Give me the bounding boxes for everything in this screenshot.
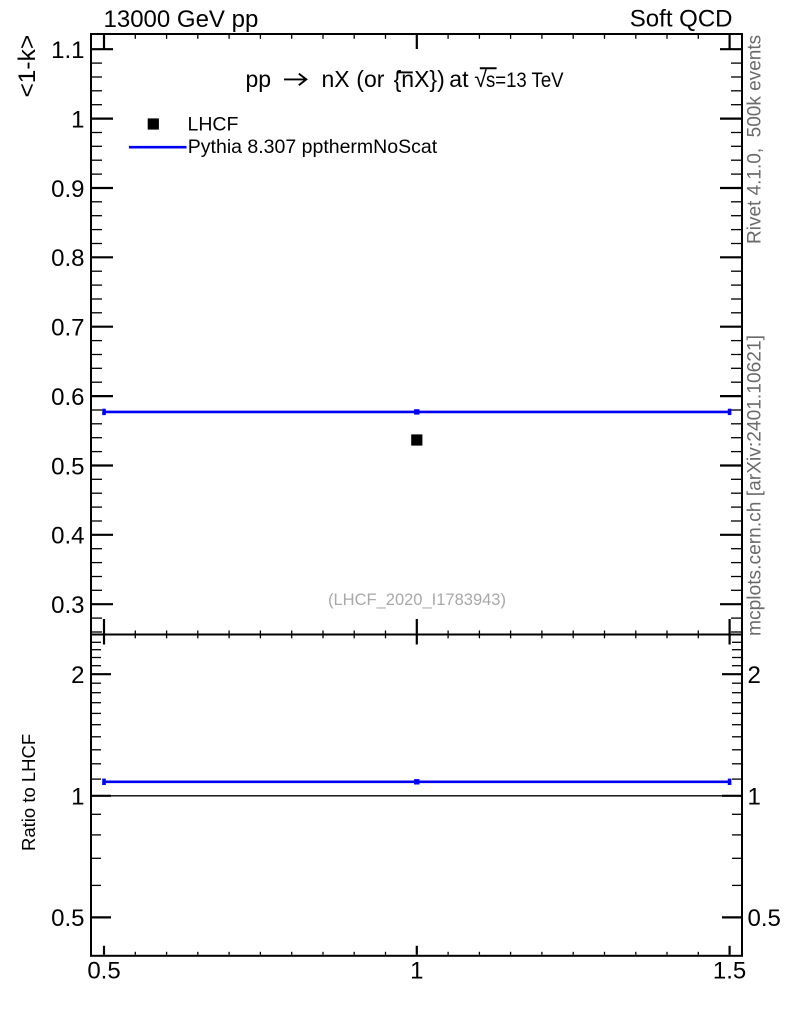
svg-text:Ratio to LHCF: Ratio to LHCF xyxy=(18,734,39,851)
svg-text:0.4: 0.4 xyxy=(51,523,84,550)
svg-text:1: 1 xyxy=(748,784,761,811)
svg-text:Soft QCD: Soft QCD xyxy=(630,6,733,33)
svg-text:0.9: 0.9 xyxy=(51,176,84,203)
svg-text:mcplots.cern.ch [arXiv:2401.10: mcplots.cern.ch [arXiv:2401.10621] xyxy=(743,335,765,636)
svg-text:s=13 TeV: s=13 TeV xyxy=(486,68,564,92)
svg-text:0.5: 0.5 xyxy=(87,958,120,985)
svg-text:at: at xyxy=(449,66,469,92)
svg-text:(or: (or xyxy=(356,66,384,92)
svg-text:nX: nX xyxy=(322,66,350,92)
svg-text:√: √ xyxy=(474,66,487,92)
svg-text:LHCF: LHCF xyxy=(188,114,239,136)
svg-text:13000 GeV pp: 13000 GeV pp xyxy=(104,6,259,33)
svg-text:0.6: 0.6 xyxy=(51,384,84,411)
svg-text:0.5: 0.5 xyxy=(51,453,84,480)
svg-text:(LHCF_2020_I1783943): (LHCF_2020_I1783943) xyxy=(328,591,506,609)
svg-text:pp: pp xyxy=(246,66,272,92)
svg-text:1: 1 xyxy=(71,106,84,133)
svg-text:<1-k>: <1-k> xyxy=(14,35,41,98)
svg-text:1: 1 xyxy=(410,958,423,985)
svg-text:0.8: 0.8 xyxy=(51,245,84,272)
svg-text:Pythia 8.307 ppthermNoScat: Pythia 8.307 ppthermNoScat xyxy=(188,136,438,158)
svg-text:1.1: 1.1 xyxy=(51,37,84,64)
svg-text:0.5: 0.5 xyxy=(748,905,781,932)
svg-text:Rivet 4.1.0, 500k events: Rivet 4.1.0, 500k events xyxy=(744,35,765,244)
svg-text:0.5: 0.5 xyxy=(51,905,84,932)
svg-text:{nX}): {nX}) xyxy=(394,66,445,92)
svg-text:0.7: 0.7 xyxy=(51,315,84,342)
svg-text:0.3: 0.3 xyxy=(51,592,84,619)
svg-text:1.5: 1.5 xyxy=(713,958,746,985)
svg-text:2: 2 xyxy=(748,662,761,689)
svg-text:2: 2 xyxy=(71,662,84,689)
svg-text:1: 1 xyxy=(71,784,84,811)
